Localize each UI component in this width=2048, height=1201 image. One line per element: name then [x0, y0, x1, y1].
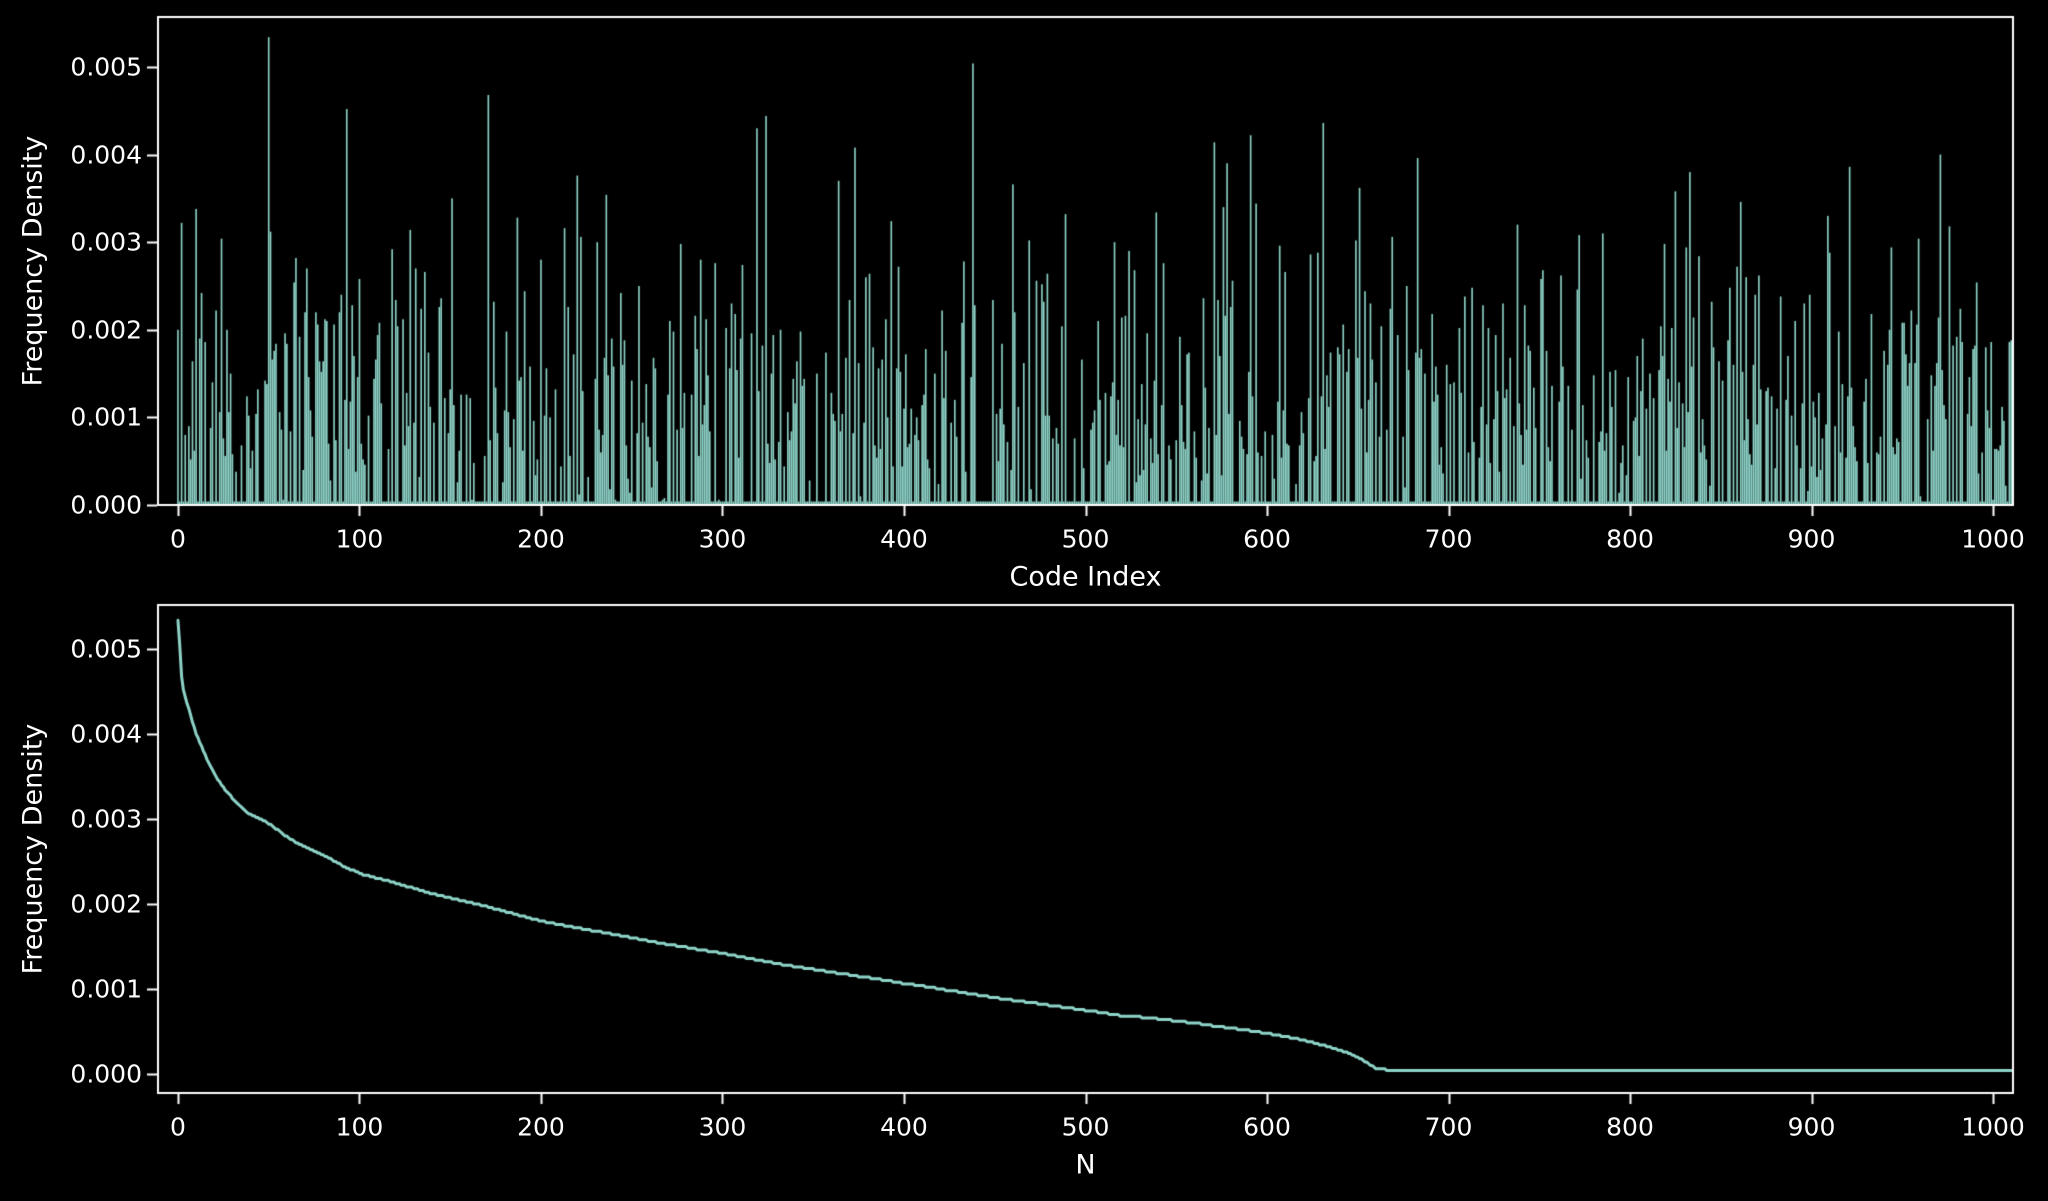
top-x-tick-label: 100 [335, 524, 384, 554]
bottom-y-tick-label: 0.004 [70, 719, 142, 749]
top-x-tick-label: 300 [698, 524, 747, 554]
bottom-y-tick-label: 0.001 [70, 974, 142, 1004]
bottom-x-tick-label: 1000 [1961, 1112, 2025, 1142]
bottom-x-tick-label: 400 [880, 1112, 928, 1142]
top-y-tick-label: 0.005 [70, 52, 142, 82]
top-y-tick-label: 0.000 [70, 490, 142, 520]
bottom-ylabel: Frequency Density [17, 723, 49, 975]
top-x-tick-label: 600 [1243, 524, 1291, 554]
bottom-y-tick-label: 0.005 [70, 634, 142, 664]
bottom-x-tick-label: 700 [1424, 1112, 1473, 1142]
bottom-x-tick-label: 300 [698, 1112, 747, 1142]
bottom-x-tick-label: 600 [1243, 1112, 1291, 1142]
bottom-y-tick-label: 0.000 [70, 1059, 142, 1089]
top-y-tick-label: 0.002 [70, 315, 142, 345]
top-x-tick-label: 1000 [1961, 524, 2025, 554]
bottom-x-tick-label: 900 [1787, 1112, 1836, 1142]
top-x-tick-label: 900 [1787, 524, 1836, 554]
top-x-tick-label: 500 [1061, 524, 1110, 554]
top-y-tick-label: 0.004 [70, 140, 142, 170]
bottom-x-tick-label: 0 [170, 1112, 186, 1142]
bottom-x-tick-label: 100 [335, 1112, 384, 1142]
bottom-x-tick-label: 200 [517, 1112, 565, 1142]
bottom-y-tick-label: 0.003 [70, 804, 142, 834]
bottom-x-tick-label: 500 [1061, 1112, 1110, 1142]
top-ylabel: Frequency Density [17, 135, 49, 387]
top-y-tick-label: 0.003 [70, 227, 142, 257]
codebook-usage-axes [158, 17, 2013, 505]
top-xlabel: Code Index [1009, 561, 1162, 593]
top-x-tick-label: 200 [517, 524, 565, 554]
top-x-tick-label: 0 [170, 524, 186, 554]
bottom-x-tick-label: 800 [1606, 1112, 1654, 1142]
top-x-tick-label: 700 [1424, 524, 1473, 554]
top-x-tick-label: 400 [880, 524, 928, 554]
top-x-tick-label: 800 [1606, 524, 1654, 554]
sorted-frequency-axes [158, 605, 2013, 1093]
top-y-tick-label: 0.001 [70, 402, 142, 432]
bottom-xlabel: N [1075, 1149, 1096, 1181]
bottom-y-tick-label: 0.002 [70, 889, 142, 919]
